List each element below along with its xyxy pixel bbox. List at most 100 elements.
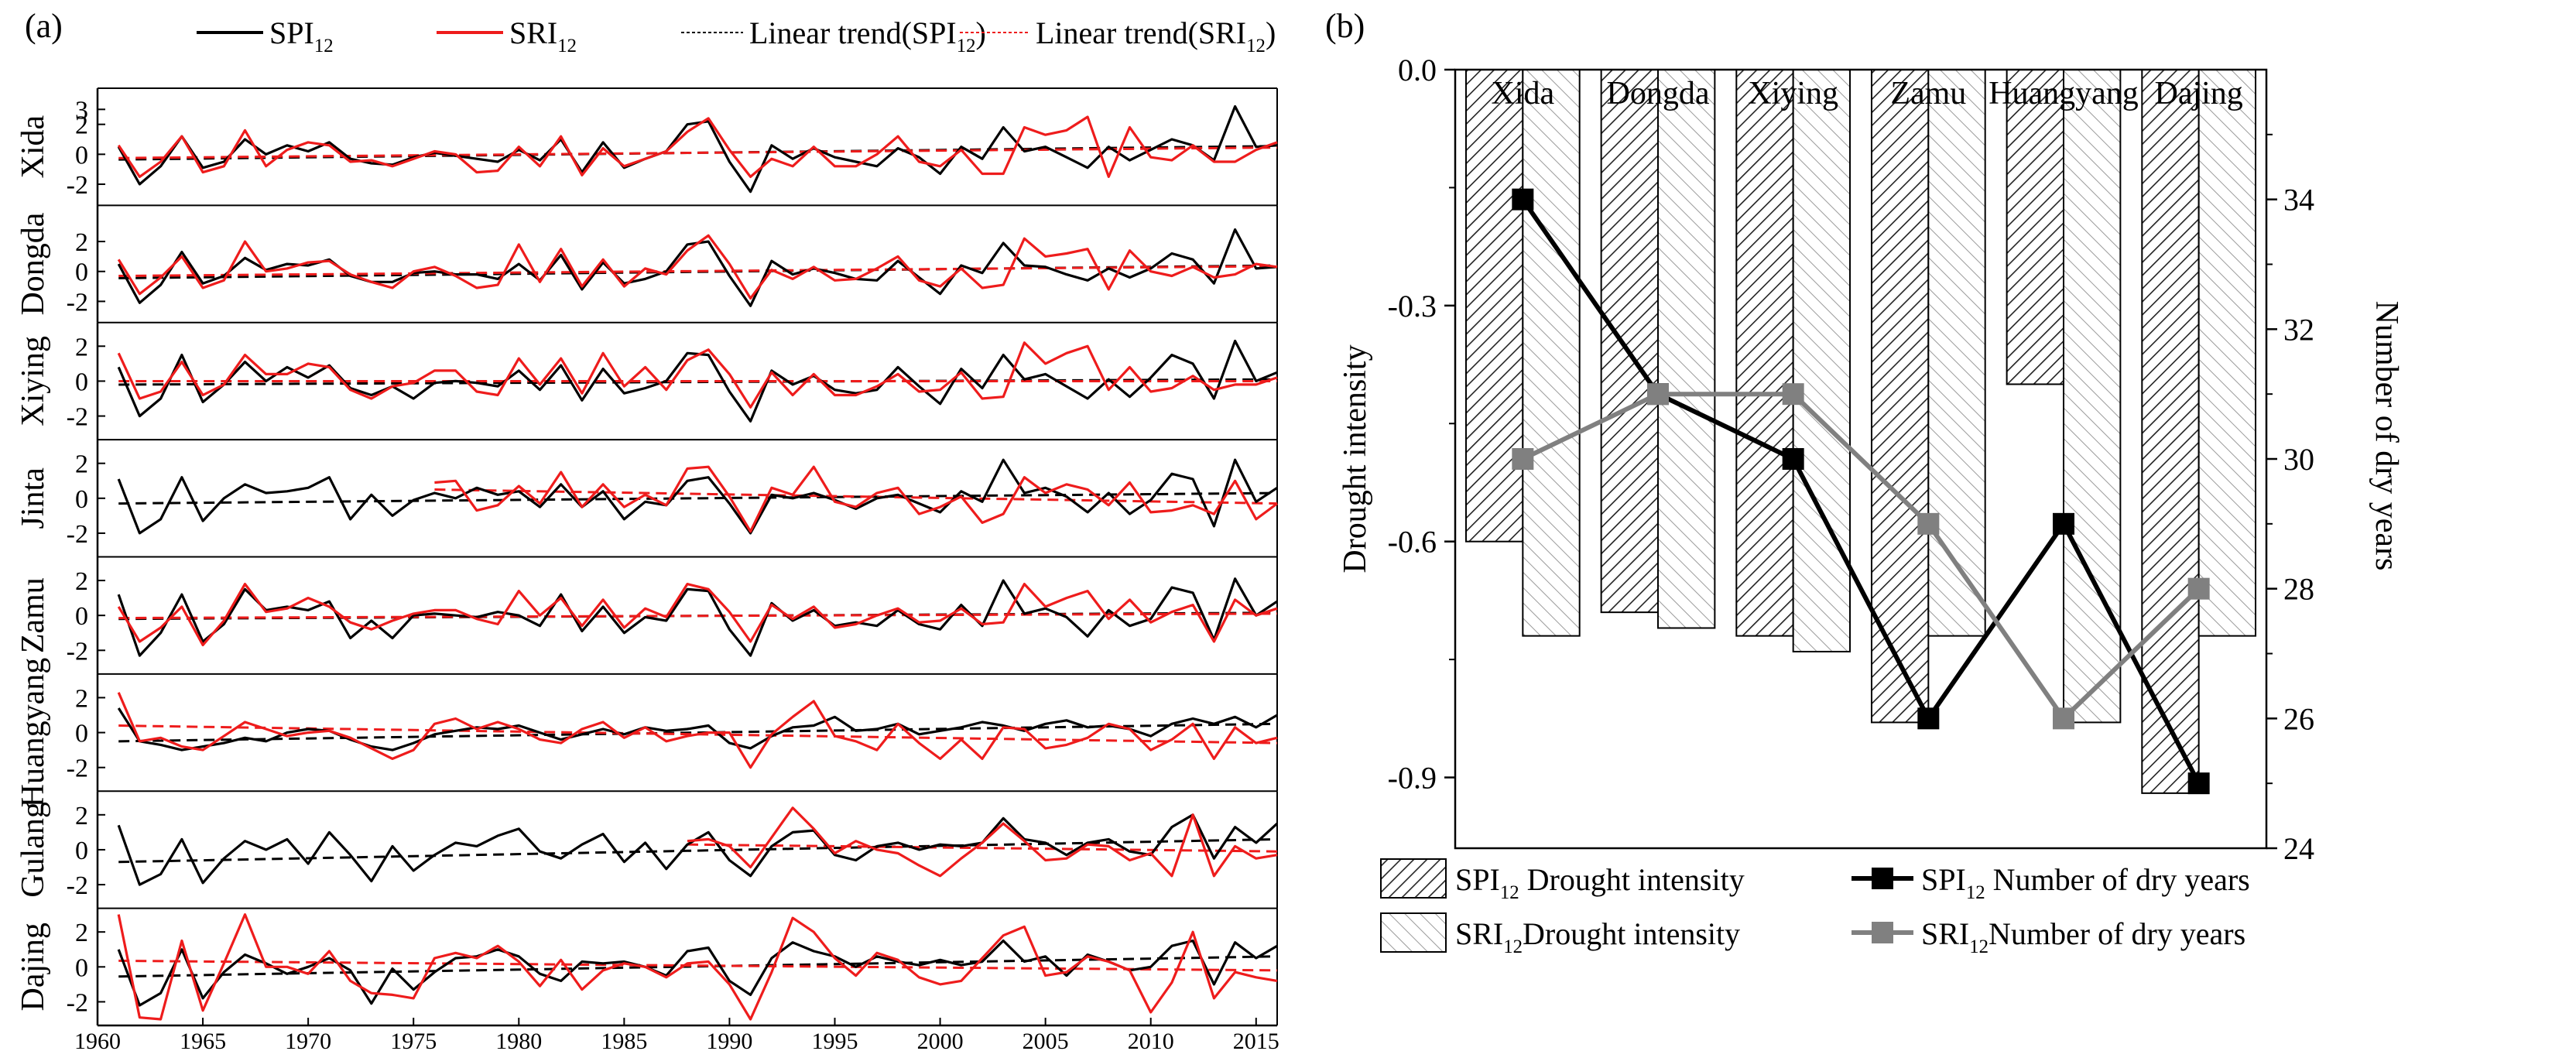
station-name-xiying: Xiying xyxy=(15,336,51,426)
legend-label-2-main: Linear trend(SPI xyxy=(749,15,957,50)
right-y-axis-title: Number of dry years xyxy=(2369,301,2404,571)
category-label-zamu: Zamu xyxy=(1890,76,1966,111)
spi-dry-years-marker xyxy=(1782,448,1804,470)
station-name-huangyang: Huangyang xyxy=(15,658,51,808)
panel-a-stations: -2023Xida-202Dongda-202Xiying-202Jinta-2… xyxy=(15,87,1279,1025)
station-name-dajing: Dajing xyxy=(15,923,51,1011)
sri-intensity-bar xyxy=(1657,69,1716,629)
legend-label-0-main: SPI xyxy=(269,15,314,50)
legend-spi-dry-label: SPI12 Number of dry years xyxy=(1921,862,2250,903)
sri-trend-line xyxy=(118,959,1278,972)
station-panel-xiying: -2 0 2 Xiying xyxy=(15,321,1278,440)
legend-label-3-sub: 12 xyxy=(1246,36,1266,56)
y-tick-label: 0 xyxy=(75,837,88,865)
legend-spi-dry-label-suffix: Number of dry years xyxy=(1985,862,2250,897)
sri-intensity-bar xyxy=(1522,69,1581,637)
x-tick-label: 2005 xyxy=(1023,1029,1069,1051)
y-tick-label: -2 xyxy=(67,755,88,783)
legend-spi-intensity-swatch xyxy=(1380,858,1447,899)
left-y-tick-label: -0.3 xyxy=(1388,289,1437,324)
sri-series-line xyxy=(117,341,1278,409)
legend-label-2-sub: 12 xyxy=(957,36,976,56)
legend-spi-intensity-label-suffix: Drought intensity xyxy=(1519,862,1745,897)
left-y-axis-title: Drought intensity xyxy=(1338,344,1373,573)
y-tick-label: 0 xyxy=(75,485,88,514)
legend-label-0: SPI12 xyxy=(269,15,334,56)
panel-b-bars xyxy=(1464,69,2257,794)
sri-series-line xyxy=(117,582,1278,647)
spi-intensity-bar xyxy=(1464,69,1524,543)
sri-series-line xyxy=(117,692,1278,769)
panel-a: (a) SPI12 SRI12 Linear trend(SPI12) Linear … xyxy=(15,7,1279,1051)
spi-dry-years-marker xyxy=(1917,707,1940,730)
spi-series-line xyxy=(117,577,1278,657)
spi-dry-years-marker xyxy=(2053,512,2074,535)
right-y-tick-label: 34 xyxy=(2283,183,2314,217)
y-tick-label: 2 xyxy=(75,333,88,361)
legend-label-2-suffix: ) xyxy=(976,15,986,50)
y-tick-label: -2 xyxy=(67,637,88,666)
legend-label-1: SRI12 xyxy=(509,15,577,56)
x-tick-label: 1970 xyxy=(285,1029,331,1051)
legend-label-0-sub: 12 xyxy=(314,36,334,56)
x-tick-label: 1995 xyxy=(812,1029,858,1051)
panel-a-x-axis: 1960 1965 1970 1975 1980 1985 1990 1995 2000 2005… xyxy=(74,1018,1279,1051)
y-tick-label: 2 xyxy=(75,802,88,830)
legend-spi-dry-label-main: SPI xyxy=(1921,862,1966,897)
sri-trend-line xyxy=(687,843,1278,853)
sri-trend-line xyxy=(118,265,1278,278)
x-tick-label: 1975 xyxy=(390,1029,437,1051)
category-label-dajing: Dajing xyxy=(2155,76,2243,111)
x-tick-label: 1960 xyxy=(74,1029,121,1051)
sri-trend-line xyxy=(118,612,1278,620)
sri-series-line xyxy=(687,806,1278,878)
spi-series-line xyxy=(117,104,1278,193)
sri-series-line xyxy=(434,465,1278,533)
category-label-huangyang: Huangyang xyxy=(1989,76,2139,111)
y-tick-label: 0 xyxy=(75,602,88,631)
y-tick-label: -2 xyxy=(67,871,88,900)
y-tick-label: 2 xyxy=(75,684,88,713)
legend-spi-dry-label-sub: 12 xyxy=(1966,882,1985,903)
y-tick-label: 2 xyxy=(75,111,88,140)
spi-dry-years-line xyxy=(1520,197,2201,785)
station-panel-jinta: -2 0 2 Jinta xyxy=(15,439,1278,557)
legend-label-3: Linear trend(SRI12) xyxy=(1036,15,1276,56)
y-tick-label: 3 xyxy=(75,96,88,125)
sri-series-line xyxy=(117,115,1278,178)
x-tick-label: 1985 xyxy=(601,1029,647,1051)
y-tick-label: -2 xyxy=(67,288,88,317)
spi-trend-line xyxy=(118,491,1278,505)
station-name-zamu: Zamu xyxy=(15,577,51,653)
y-tick-label: -2 xyxy=(67,520,88,549)
x-tick-label: 1990 xyxy=(706,1029,752,1051)
legend-sri-intensity-label: SRI12Drought intensity xyxy=(1455,916,1740,957)
x-tick-label: 2000 xyxy=(917,1029,964,1051)
sri-dry-years-marker xyxy=(1647,383,1669,406)
x-tick-label: 2010 xyxy=(1128,1029,1174,1051)
legend-sri-dry-label-sub: 12 xyxy=(1969,936,1989,957)
y-tick-label: 0 xyxy=(75,258,88,287)
right-y-tick-label: 28 xyxy=(2283,572,2314,607)
station-panel-dajing: -2 0 2 Dajing xyxy=(15,907,1278,1025)
panel-b-axes: Xida Dongda Xiying Zamu Huangyang Dajing 0.0 -0… xyxy=(1338,53,2404,866)
legend-sri-dry-label-suffix: Number of dry years xyxy=(1989,916,2245,951)
right-y-tick-label: 32 xyxy=(2283,312,2314,347)
spi-dry-years-marker xyxy=(2187,772,2210,795)
left-y-tick-label: -0.6 xyxy=(1388,525,1437,560)
spi-series-line xyxy=(117,707,1278,751)
x-tick-label: 2015 xyxy=(1233,1029,1279,1051)
spi-intensity-bar xyxy=(2141,69,2200,794)
legend-sri-intensity-label-suffix: Drought intensity xyxy=(1523,916,1740,951)
station-panel-zamu: -2 0 2 Zamu xyxy=(15,556,1278,674)
spi-intensity-bar xyxy=(1870,69,1930,724)
category-label-xida: Xida xyxy=(1492,76,1555,111)
y-tick-label: 2 xyxy=(75,228,88,257)
station-panel-gulang: -2 0 2 Gulang xyxy=(15,790,1279,909)
spi-intensity-bar xyxy=(2006,69,2064,385)
legend-sri-intensity-label-main: SRI xyxy=(1455,916,1503,951)
legend-label-1-main: SRI xyxy=(509,15,557,50)
sri-intensity-bar xyxy=(2063,69,2122,724)
